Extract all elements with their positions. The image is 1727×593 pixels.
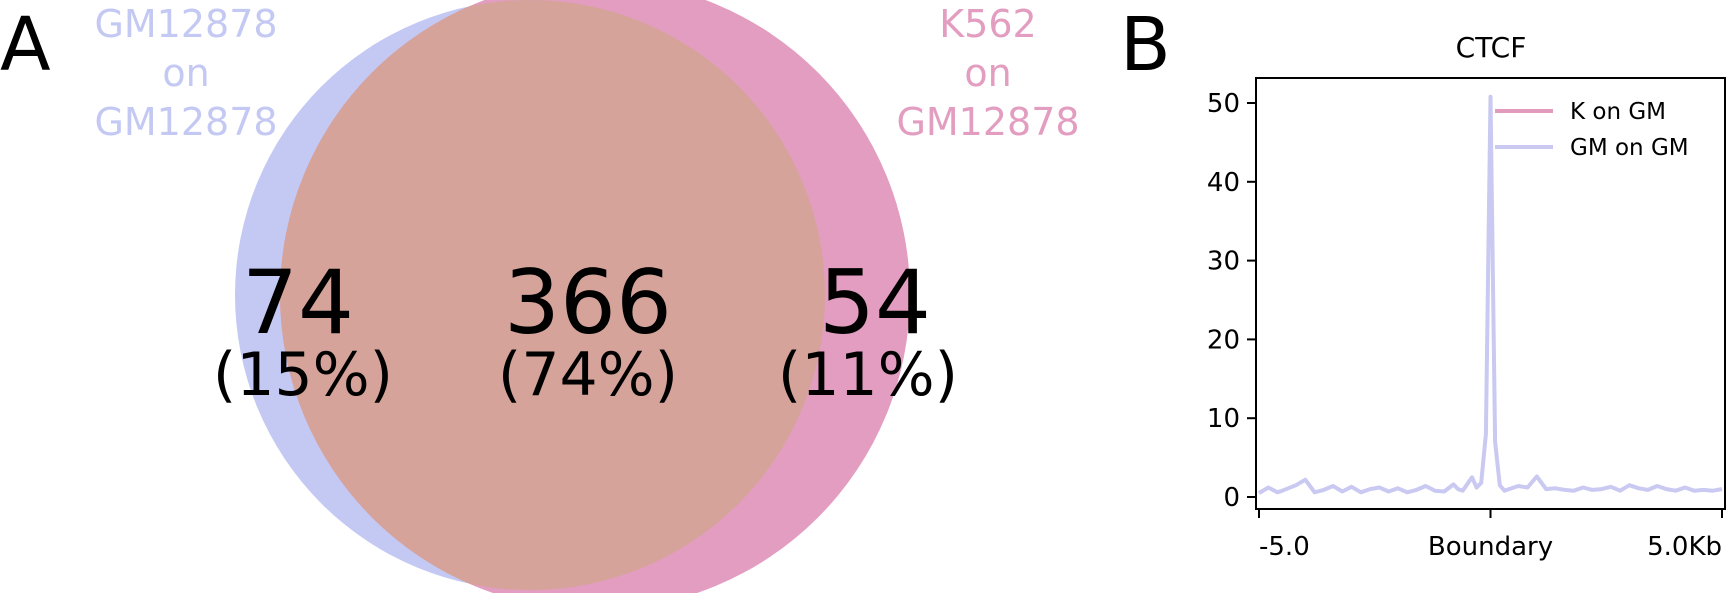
plot-frame — [1255, 77, 1726, 510]
venn-panel: A GM12878 on GM12878 K562 on GM12878 74 … — [0, 0, 1080, 593]
x-tick-label: Boundary — [1428, 532, 1553, 562]
set-left-line2: on — [162, 51, 209, 95]
legend-label-gm-on-gm: GM on GM — [1570, 135, 1689, 161]
set-left-line3: GM12878 — [94, 100, 277, 144]
set-right-line3: GM12878 — [896, 100, 1079, 144]
set-left-line1: GM12878 — [94, 2, 277, 46]
region-left-count: 74 — [242, 251, 354, 354]
venn-overlap-group — [280, 0, 825, 590]
plot-axes-ticks: 0 10 20 30 40 50 -5.0 Boundary 5.0Kb — [1207, 89, 1723, 562]
y-tick-label: 0 — [1223, 483, 1240, 513]
y-tick-label: 50 — [1207, 89, 1240, 119]
plot-series — [1257, 94, 1723, 495]
x-tick-label: 5.0Kb — [1647, 532, 1722, 562]
x-tick-label: -5.0 — [1259, 532, 1310, 562]
venn-overlap — [280, 0, 825, 590]
panel-label-a: A — [0, 2, 51, 88]
region-left-percent: (15%) — [213, 340, 393, 410]
set-right-line2: on — [964, 51, 1011, 95]
y-tick-label: 30 — [1207, 247, 1240, 277]
region-right-count: 54 — [819, 251, 931, 354]
set-right-line1: K562 — [939, 2, 1036, 46]
chart-title: CTCF — [1456, 31, 1527, 64]
region-overlap-percent: (74%) — [498, 340, 678, 410]
venn-set-left-label: GM12878 on GM12878 — [94, 2, 277, 144]
y-tick-label: 10 — [1207, 404, 1240, 434]
legend: K on GM GM on GM — [1495, 99, 1689, 161]
y-tick-label: 20 — [1207, 325, 1240, 355]
legend-label-k-on-gm: K on GM — [1570, 99, 1666, 125]
y-tick-label: 40 — [1207, 168, 1240, 198]
region-overlap-count: 366 — [504, 251, 672, 354]
series-line-gm-on-gm — [1257, 94, 1723, 495]
region-right-percent: (11%) — [778, 340, 958, 410]
line-panel: B CTCF 0 10 20 30 40 50 -5.0 Boundary 5.0Kb K on… — [1120, 2, 1726, 562]
venn-set-right-label: K562 on GM12878 — [896, 2, 1079, 144]
panel-label-b: B — [1120, 2, 1171, 88]
